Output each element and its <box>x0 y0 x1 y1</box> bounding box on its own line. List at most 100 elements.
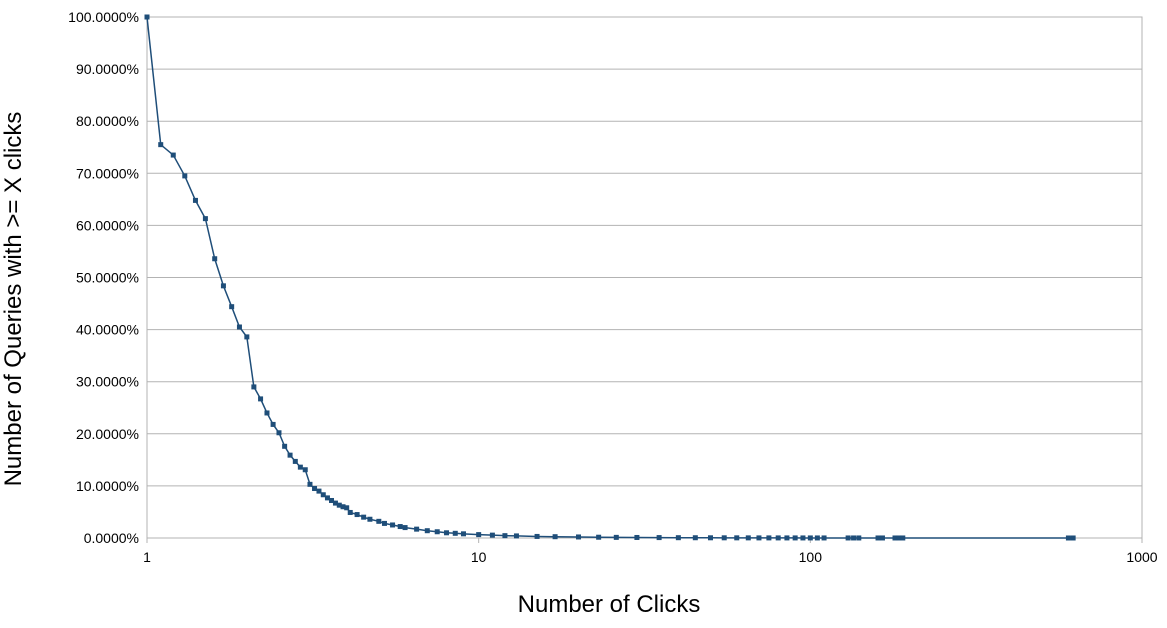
data-point <box>381 520 387 526</box>
data-point <box>144 14 150 20</box>
data-point <box>656 535 662 541</box>
data-point <box>264 410 270 416</box>
data-point <box>336 502 342 508</box>
data-point <box>502 533 508 539</box>
data-point <box>875 535 881 541</box>
data-point <box>324 495 330 501</box>
data-point <box>851 535 857 541</box>
y-tick-label: 90.0000% <box>76 61 139 77</box>
data-point <box>170 152 176 158</box>
data-point <box>707 535 713 541</box>
data-point <box>576 534 582 540</box>
data-point <box>332 500 338 506</box>
data-point <box>397 524 403 530</box>
data-point <box>376 518 382 524</box>
data-point <box>251 384 257 390</box>
data-point <box>402 525 408 531</box>
data-point <box>354 512 360 518</box>
data-point <box>312 486 318 492</box>
data-point <box>276 430 282 436</box>
y-tick-label: 100.0000% <box>68 9 139 25</box>
data-point <box>856 535 862 541</box>
data-point <box>476 532 482 538</box>
data-point <box>220 283 226 289</box>
data-point <box>452 530 458 536</box>
data-point <box>460 531 466 537</box>
y-tick-label: 0.0000% <box>84 530 139 546</box>
data-point <box>784 535 790 541</box>
data-point <box>792 535 798 541</box>
y-tick-label: 10.0000% <box>76 478 139 494</box>
x-tick-label: 1 <box>143 549 151 565</box>
data-point <box>367 516 373 522</box>
data-point <box>182 173 188 179</box>
y-axis-label: Number of Queries with >= X clicks <box>0 112 27 487</box>
data-point <box>329 497 335 503</box>
y-tick-label: 70.0000% <box>76 165 139 181</box>
data-point <box>158 142 164 148</box>
data-point <box>675 535 681 541</box>
data-point <box>534 533 540 539</box>
data-point <box>258 396 264 402</box>
data-point <box>361 514 367 520</box>
data-point <box>634 534 640 540</box>
data-point <box>807 535 813 541</box>
data-point <box>800 535 806 541</box>
data-point <box>347 509 353 515</box>
data-point <box>236 324 242 330</box>
data-point <box>297 464 303 470</box>
data-point <box>192 197 198 203</box>
x-tick-label: 100 <box>799 549 823 565</box>
data-point <box>1070 535 1076 541</box>
data-point <box>212 256 218 262</box>
data-point <box>434 529 440 535</box>
data-point <box>552 534 558 540</box>
data-point <box>734 535 740 541</box>
data-point <box>513 533 519 539</box>
series-line <box>146 16 1074 539</box>
data-point <box>745 535 751 541</box>
data-point <box>320 492 326 498</box>
x-tick-label: 1000 <box>1126 549 1157 565</box>
data-point <box>340 504 346 510</box>
y-tick-label: 50.0000% <box>76 270 139 286</box>
data-point <box>1065 535 1071 541</box>
data-point <box>845 535 851 541</box>
series-path <box>146 16 1074 539</box>
data-point <box>814 535 820 541</box>
x-tick-labels: 1 10 100 1000 <box>143 538 1158 565</box>
data-point <box>879 535 885 541</box>
data-point <box>414 526 420 532</box>
x-tick-label: 10 <box>471 549 487 565</box>
data-point <box>202 216 208 222</box>
data-point <box>292 458 298 464</box>
data-point <box>316 488 322 494</box>
data-point <box>756 535 762 541</box>
y-tick-label: 40.0000% <box>76 322 139 338</box>
data-point <box>344 505 350 511</box>
data-point <box>302 467 308 473</box>
data-point <box>596 534 602 540</box>
data-point <box>692 535 698 541</box>
data-point <box>229 304 235 310</box>
data-point <box>244 334 250 340</box>
data-point <box>270 421 276 427</box>
data-point <box>613 534 619 540</box>
data-point <box>444 530 450 536</box>
data-point <box>775 535 781 541</box>
data-point <box>390 522 396 528</box>
data-point <box>489 532 495 538</box>
data-point <box>766 535 772 541</box>
data-point <box>896 535 902 541</box>
data-point <box>307 481 313 487</box>
data-point <box>282 443 288 449</box>
y-tick-label: 60.0000% <box>76 217 139 233</box>
data-point <box>900 535 906 541</box>
y-tick-labels: 0.0000% 10.0000% 20.0000% 30.0000% 40.0000% 5… <box>68 9 139 546</box>
series-points <box>144 14 1076 541</box>
data-point <box>821 535 827 541</box>
x-axis-label: Number of Clicks <box>518 591 701 618</box>
y-tick-label: 20.0000% <box>76 426 139 442</box>
y-tick-label: 80.0000% <box>76 113 139 129</box>
